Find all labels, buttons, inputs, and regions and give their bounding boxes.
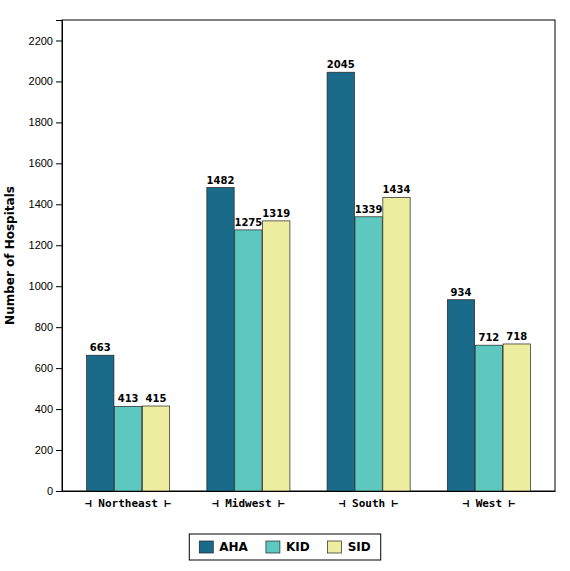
y-tick-mark — [56, 450, 62, 451]
y-axis: 0 200 400 600 800 1000 1200 1400 1600 1800 2000 220… — [29, 21, 63, 498]
bar — [87, 355, 114, 491]
legend-label: AHA — [219, 540, 248, 554]
chart: 0 200 400 600 800 1000 1200 1400 1600 1800 2000 220… — [0, 0, 570, 571]
x-tick-label: ⊣ South ⊢ — [339, 497, 399, 510]
bar — [383, 197, 410, 491]
x-tick: ⊣ Midwest ⊢ — [212, 497, 285, 510]
y-tick-label: 1400 — [29, 198, 53, 210]
y-tick-label: 1200 — [29, 239, 53, 251]
plot: 0 200 400 600 800 1000 1200 1400 1600 1800 2000 220… — [3, 20, 556, 510]
bar — [327, 72, 354, 491]
y-tick-mark — [56, 163, 62, 164]
bars — [87, 72, 531, 491]
y-tick-label: 1000 — [29, 280, 53, 292]
x-tick: ⊣ West ⊢ — [462, 497, 515, 510]
legend-label: KID — [286, 540, 310, 554]
y-tick: 400 — [35, 403, 62, 415]
y-tick-mark — [56, 286, 62, 287]
data-label: 718 — [506, 331, 527, 342]
y-tick-mark — [56, 491, 62, 492]
y-tick-label: 1800 — [29, 116, 53, 128]
y-tick-label: 2000 — [29, 75, 53, 87]
y-tick: 2000 — [29, 75, 62, 87]
x-tick: ⊣ Northeast ⊢ — [85, 497, 171, 510]
y-tick-label: 2200 — [29, 34, 53, 46]
legend-label: SID — [348, 540, 371, 554]
y-tick-label: 0 — [47, 485, 53, 497]
data-label: 2045 — [327, 59, 355, 70]
y-tick: 1400 — [29, 198, 62, 210]
x-tick: ⊣ South ⊢ — [339, 497, 399, 510]
x-tick-label: ⊣ Northeast ⊢ — [85, 497, 171, 510]
y-tick-label: 1600 — [29, 157, 53, 169]
data-label: 663 — [90, 342, 111, 353]
y-tick: 800 — [35, 321, 62, 333]
legend-swatch — [328, 541, 342, 553]
data-labels: 663 1482 2045 934 413 1275 1339 712 415 1319 1434 7… — [90, 59, 527, 404]
x-tick-label: ⊣ Midwest ⊢ — [212, 497, 285, 510]
bar — [114, 406, 141, 491]
x-tick-label: ⊣ West ⊢ — [462, 497, 515, 510]
y-tick-label: 400 — [35, 403, 53, 415]
y-tick-label: 600 — [35, 362, 53, 374]
legend-item: SID — [328, 540, 371, 554]
y-axis-title: Number of Hospitals — [3, 186, 17, 325]
legend-item: KID — [266, 540, 310, 554]
y-tick: 600 — [35, 362, 62, 374]
y-tick-mark — [56, 122, 62, 123]
bar — [475, 345, 502, 491]
data-label: 1339 — [355, 204, 383, 215]
y-tick-mark — [56, 40, 62, 41]
y-axis-line — [56, 21, 63, 492]
data-label: 1319 — [262, 208, 290, 219]
legend-swatch — [199, 541, 213, 553]
y-tick-mark — [56, 409, 62, 410]
legend-swatch — [266, 541, 280, 553]
data-label: 1275 — [234, 217, 262, 228]
bar — [447, 300, 474, 491]
y-tick: 1600 — [29, 157, 62, 169]
y-tick-mark — [56, 245, 62, 246]
legend-item: AHA — [199, 540, 248, 554]
y-tick-mark — [56, 204, 62, 205]
bar — [207, 188, 234, 491]
y-tick-mark — [56, 327, 62, 328]
y-tick: 1200 — [29, 239, 62, 251]
data-label: 413 — [118, 393, 139, 404]
data-label: 1434 — [383, 184, 411, 195]
y-tick-mark — [56, 81, 62, 82]
y-tick: 0 — [47, 485, 62, 497]
bar — [235, 230, 262, 491]
bar — [355, 217, 382, 491]
plot-frame — [62, 20, 555, 491]
data-label: 934 — [451, 287, 472, 298]
y-tick-label: 200 — [35, 444, 53, 456]
data-label: 1482 — [207, 175, 235, 186]
y-tick-mark — [56, 368, 62, 369]
y-tick: 2200 — [29, 34, 62, 46]
legend-frame — [189, 534, 380, 560]
x-axis: ⊣ Northeast ⊢ ⊣ Midwest ⊢ ⊣ South ⊢ ⊣ West … — [63, 492, 556, 510]
bar — [142, 406, 169, 491]
bar — [503, 344, 530, 491]
data-label: 415 — [146, 393, 167, 404]
y-tick: 1000 — [29, 280, 62, 292]
y-tick: 200 — [35, 444, 62, 456]
bar — [263, 221, 290, 491]
y-tick-label: 800 — [35, 321, 53, 333]
y-tick: 1800 — [29, 116, 62, 128]
data-label: 712 — [478, 332, 499, 343]
legend: AHA KID SID — [189, 534, 380, 560]
x-axis-line — [63, 491, 556, 492]
